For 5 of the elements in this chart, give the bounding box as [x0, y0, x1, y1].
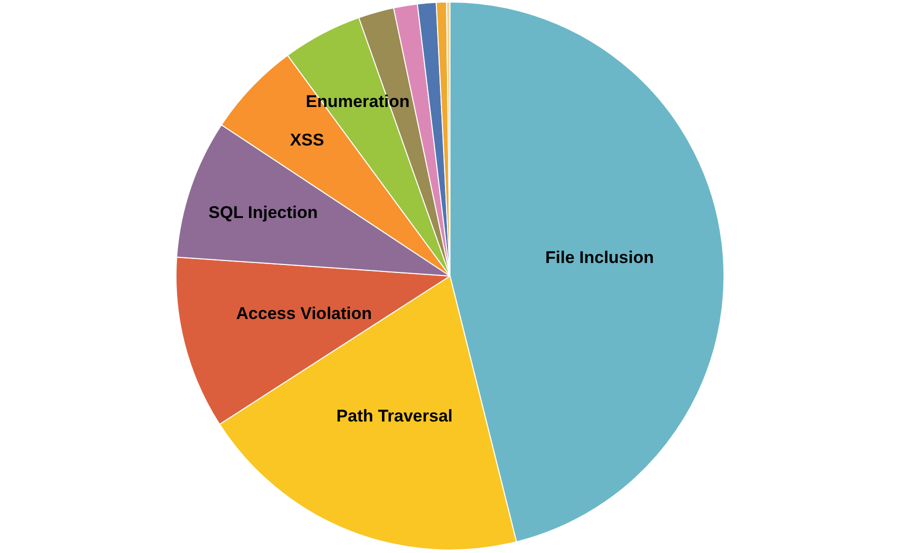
slice-label: Access Violation	[236, 304, 372, 323]
slice-label: Path Traversal	[336, 406, 453, 426]
slice-label: SQL Injection	[208, 203, 318, 222]
slice-label: File Inclusion	[545, 248, 654, 268]
slice-label: XSS	[290, 130, 324, 150]
